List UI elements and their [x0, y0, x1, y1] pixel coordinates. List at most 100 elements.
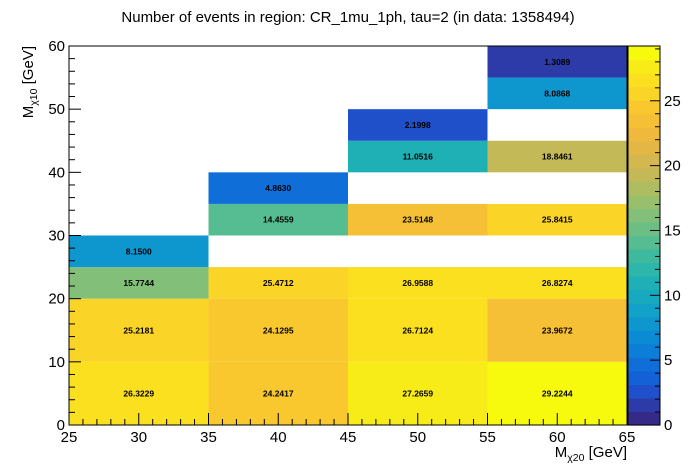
cell-value-label: 26.7124 — [402, 325, 433, 335]
heatmap-cell — [348, 267, 488, 299]
colorbar-step — [628, 249, 660, 264]
cell-value-label: 26.8274 — [542, 278, 573, 288]
x-axis: 25 30 35 40 45 50 55 60 65 — [61, 413, 636, 446]
colorbar-step — [628, 154, 660, 169]
heatmap-cell — [208, 298, 348, 362]
cell-value-label: 15.7744 — [123, 278, 154, 288]
colorbar-step — [628, 303, 660, 318]
cell-value-label: 2.1998 — [405, 120, 431, 130]
cell-value-label: 8.1500 — [126, 246, 152, 256]
x-tick-label: 30 — [130, 429, 147, 446]
colorbar-step — [628, 140, 660, 155]
y-tick-label: 20 — [48, 291, 65, 308]
colorbar-step — [628, 357, 660, 372]
cell-value-label: 25.8415 — [542, 215, 573, 225]
x-axis-title-unit: [GeV] — [584, 444, 627, 461]
cell-value-label: 26.9588 — [402, 278, 433, 288]
colorbar-step — [628, 343, 660, 358]
y-tick-label: 60 — [48, 38, 65, 55]
colorbar-step — [628, 194, 660, 210]
heatmap-cell — [487, 203, 627, 236]
colorbar-tick-label: 0 — [664, 417, 672, 434]
x-axis-title: Mχ20 [GeV] — [555, 444, 627, 464]
colorbar-tick-label: 15 — [664, 222, 681, 239]
colorbar-step — [628, 113, 660, 128]
heatmap-cell — [69, 298, 209, 362]
colorbar-step — [628, 235, 660, 250]
colorbar-step — [628, 221, 660, 237]
heatmap-cell-labels: 26.3229 25.2181 15.7744 8.1500 24.2417 24.129… — [123, 57, 572, 399]
colorbar-step — [628, 59, 660, 74]
y-axis-title-unit: [GeV] — [20, 46, 37, 89]
colorbar-tick-label: 10 — [664, 287, 681, 304]
color-scale-bar: 0 5 10 15 20 25 — [627, 45, 681, 434]
colorbar-step — [628, 384, 660, 399]
colorbar-step — [628, 330, 660, 345]
y-axis-title-base: M — [20, 106, 37, 119]
heatmap-cell — [487, 267, 627, 299]
heatmap-cell — [348, 109, 488, 141]
y-axis-title-sub: χ10 — [28, 88, 40, 105]
heatmap-cell — [348, 298, 488, 362]
colorbar-step — [628, 276, 660, 291]
heatmap-cell — [487, 46, 627, 78]
x-tick-label: 45 — [340, 429, 357, 446]
colorbar-step — [628, 397, 660, 413]
colorbar-tick-label: 20 — [664, 158, 681, 175]
colorbar-step — [628, 127, 660, 142]
colorbar-step — [628, 167, 660, 182]
cell-value-label: 18.8461 — [542, 152, 573, 162]
x-tick-label: 40 — [270, 429, 287, 446]
colorbar-step — [628, 316, 660, 331]
x-tick-label: 50 — [409, 429, 426, 446]
heatmap-cell — [208, 267, 348, 299]
x-axis-title-sub: χ20 — [567, 452, 584, 464]
colorbar-step — [628, 370, 660, 385]
x-tick-label: 25 — [61, 429, 78, 446]
colorbar-step — [628, 262, 660, 277]
y-tick-label: 30 — [48, 228, 65, 245]
x-axis-title-base: M — [555, 444, 568, 461]
cell-value-label: 11.0516 — [403, 152, 434, 162]
x-tick-label: 65 — [619, 429, 636, 446]
chart-title: Number of events in region: CR_1mu_1ph, … — [121, 9, 574, 26]
y-tick-label: 0 — [57, 417, 65, 434]
cell-value-label: 27.2659 — [402, 388, 433, 398]
cell-value-label: 1.3089 — [544, 57, 570, 67]
x-tick-label: 60 — [549, 429, 566, 446]
cell-value-label: 25.2181 — [123, 325, 154, 335]
heatmap-cell — [348, 140, 488, 173]
heatmap-cell — [348, 203, 488, 236]
heatmap-cell — [69, 235, 209, 268]
heatmap-cell — [487, 140, 627, 173]
colorbar-step — [628, 411, 660, 426]
heatmap-cell — [208, 172, 348, 204]
y-tick-label: 40 — [48, 164, 65, 181]
heatmap-cell — [69, 267, 209, 299]
heatmap-cell — [487, 77, 627, 110]
y-axis-title: Mχ10 [GeV] — [20, 46, 40, 118]
cell-value-label: 4.8630 — [265, 183, 291, 193]
heatmap-cell — [487, 298, 627, 362]
cell-value-label: 8.0868 — [544, 88, 570, 98]
colorbar-tick-label: 25 — [664, 93, 681, 110]
cell-value-label: 23.9672 — [542, 325, 573, 335]
cell-value-label: 23.5148 — [402, 215, 433, 225]
colorbar-step — [628, 46, 660, 61]
y-axis: 0 10 20 30 40 50 60 — [48, 38, 81, 434]
colorbar-step — [628, 289, 660, 304]
colorbar-step — [628, 100, 660, 115]
cell-value-label: 24.2417 — [263, 388, 294, 398]
heatmap-cells — [69, 46, 627, 425]
cell-value-label: 29.2244 — [542, 388, 573, 398]
cell-value-label: 14.4559 — [263, 215, 294, 225]
colorbar-tick-label: 5 — [664, 352, 672, 369]
colorbar-frame — [627, 45, 661, 426]
x-tick-label: 35 — [200, 429, 217, 446]
colorbar-step — [628, 208, 660, 223]
y-tick-label: 50 — [48, 101, 65, 118]
colorbar-step — [628, 181, 660, 196]
heatmap-cell — [208, 203, 348, 236]
cell-value-label: 25.4712 — [263, 278, 294, 288]
colorbar-step — [628, 73, 660, 88]
